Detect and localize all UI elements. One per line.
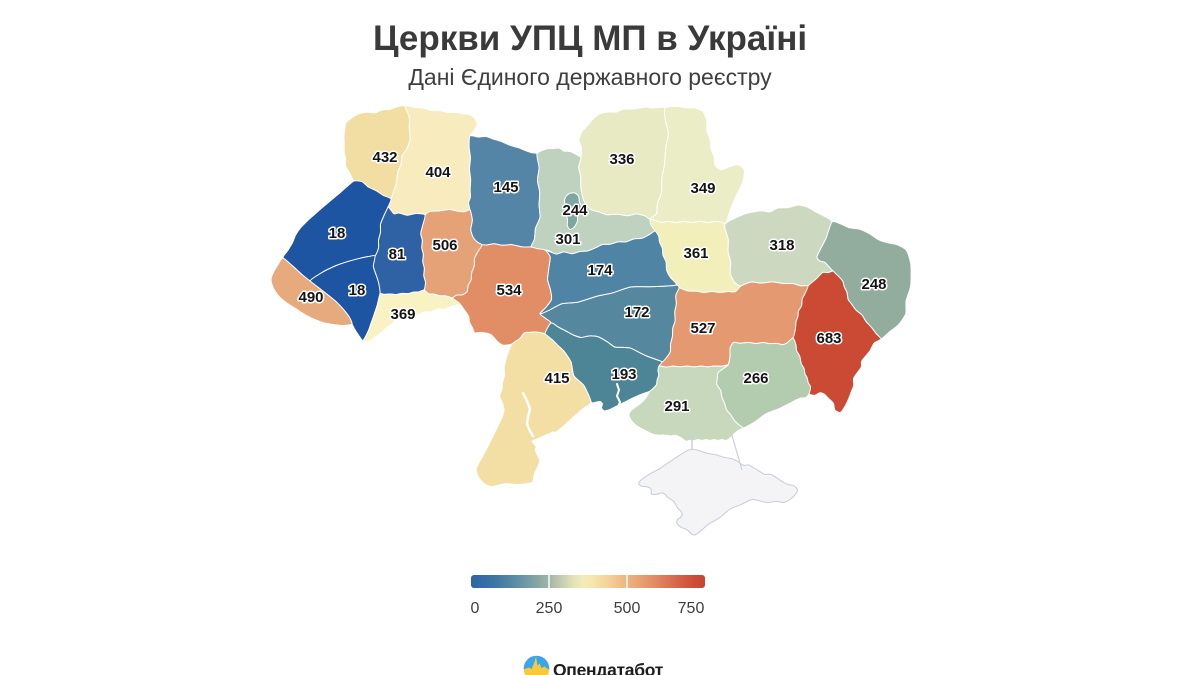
svg-text:750: 750 [678, 600, 705, 617]
svg-text:500: 500 [614, 600, 641, 617]
svg-text:336: 336 [609, 151, 634, 168]
svg-text:683: 683 [816, 330, 841, 347]
svg-text:369: 369 [390, 306, 415, 323]
svg-text:244: 244 [562, 202, 588, 219]
svg-text:527: 527 [690, 320, 715, 337]
svg-text:361: 361 [683, 245, 708, 262]
svg-text:145: 145 [493, 179, 518, 196]
svg-text:266: 266 [743, 370, 768, 387]
svg-text:404: 404 [425, 164, 451, 181]
svg-text:250: 250 [536, 600, 563, 617]
svg-text:490: 490 [298, 289, 323, 306]
svg-text:415: 415 [544, 370, 569, 387]
svg-text:Опендатабот: Опендатабот [553, 660, 664, 675]
svg-text:248: 248 [861, 276, 886, 293]
svg-text:534: 534 [496, 282, 522, 299]
svg-text:318: 318 [769, 237, 794, 254]
svg-text:432: 432 [372, 149, 397, 166]
svg-text:172: 172 [624, 304, 649, 321]
svg-text:0: 0 [471, 600, 480, 617]
svg-text:506: 506 [432, 237, 457, 254]
svg-text:193: 193 [611, 366, 636, 383]
svg-text:349: 349 [690, 180, 715, 197]
svg-text:18: 18 [329, 225, 346, 242]
svg-text:174: 174 [587, 262, 613, 279]
svg-text:18: 18 [349, 282, 366, 299]
svg-text:81: 81 [389, 246, 406, 263]
svg-text:301: 301 [555, 231, 580, 248]
svg-text:291: 291 [664, 398, 689, 415]
